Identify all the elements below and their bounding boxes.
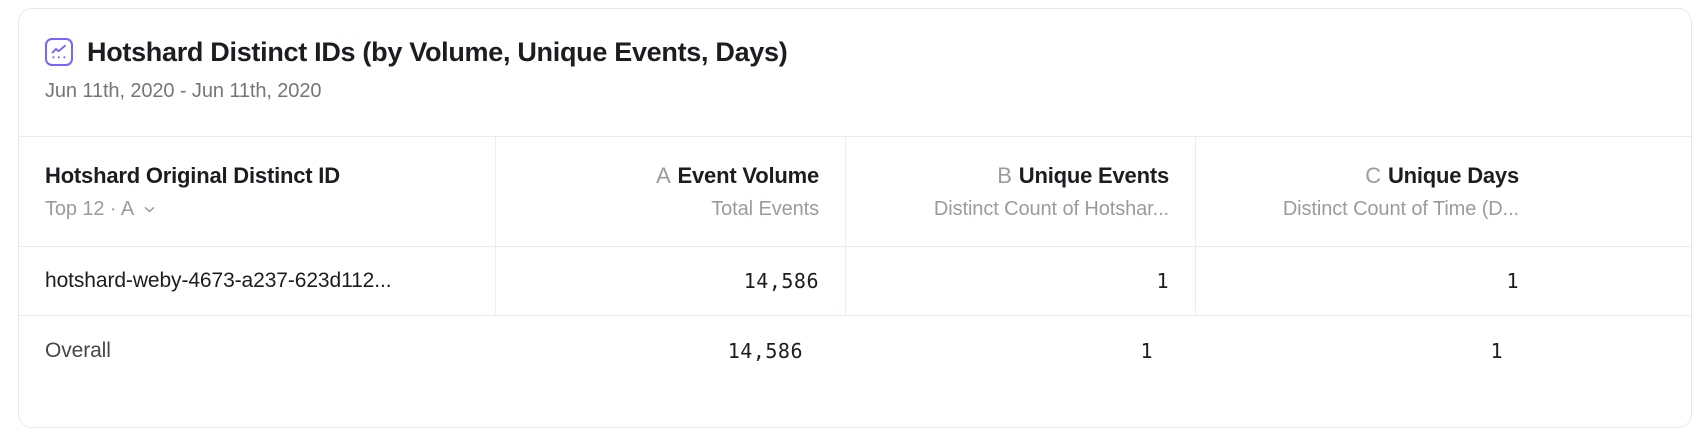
column-header-label: C Unique Days bbox=[1365, 163, 1519, 189]
overall-label: Overall bbox=[45, 339, 111, 362]
overall-unique-events-value: 1 bbox=[1140, 339, 1153, 363]
chevron-down-icon bbox=[144, 206, 155, 212]
date-range-label: Jun 11th, 2020 - Jun 11th, 2020 bbox=[45, 80, 322, 102]
cell-overall-label: Overall bbox=[19, 316, 495, 386]
cell-event-volume: 14,586 bbox=[495, 247, 845, 315]
cell-unique-days: 1 bbox=[1195, 247, 1545, 315]
title-row: Hotshard Distinct IDs (by Volume, Unique… bbox=[45, 35, 1691, 69]
column-header-label: Hotshard Original Distinct ID bbox=[45, 162, 340, 188]
table-row[interactable]: hotshard-weby-4673-a237-623d112... 14,58… bbox=[19, 247, 1691, 315]
column-header-dimension: Hotshard Original Distinct ID Top 12 · A bbox=[19, 137, 495, 246]
data-table: Hotshard Original Distinct ID Top 12 · A… bbox=[19, 136, 1691, 386]
distinct-id-value: hotshard-weby-4673-a237-623d112... bbox=[45, 269, 392, 292]
dimension-dropdown-label: Top 12 · A bbox=[45, 197, 135, 220]
table-top-divider bbox=[19, 136, 1691, 137]
table-header-row: Hotshard Original Distinct ID Top 12 · A… bbox=[19, 137, 1691, 246]
column-header-event-volume: A Event Volume Total Events bbox=[495, 137, 845, 246]
column-header-unique-events: B Unique Events Distinct Count of Hotshar… bbox=[845, 137, 1195, 246]
event-volume-value: 14,586 bbox=[743, 269, 819, 293]
cell-dimension: hotshard-weby-4673-a237-623d112... bbox=[19, 247, 495, 315]
column-letter: A bbox=[656, 162, 671, 188]
overall-unique-days-value: 1 bbox=[1490, 339, 1503, 363]
column-header-sublabel: Total Events bbox=[711, 197, 819, 220]
column-header-label: A Event Volume bbox=[656, 163, 819, 189]
table-row-divider bbox=[19, 315, 1691, 316]
cell-overall-event-volume: 14,586 bbox=[495, 316, 845, 386]
column-label-text: Unique Events bbox=[1018, 162, 1169, 188]
dimension-dropdown[interactable]: Top 12 · A bbox=[45, 198, 157, 221]
column-label-text: Unique Days bbox=[1387, 162, 1519, 188]
overall-event-volume-value: 14,586 bbox=[727, 339, 803, 363]
table-header-divider bbox=[19, 246, 1691, 247]
column-header-sublabel: Distinct Count of Time (D... bbox=[1282, 197, 1519, 220]
cell-overall-unique-days: 1 bbox=[1195, 316, 1545, 386]
column-header-sublabel: Distinct Count of Hotshar... bbox=[933, 197, 1169, 220]
card-header: Hotshard Distinct IDs (by Volume, Unique… bbox=[19, 9, 1691, 103]
column-letter: B bbox=[997, 162, 1012, 188]
table-overall-row: Overall 14,586 1 1 bbox=[19, 316, 1691, 386]
cell-overall-unique-events: 1 bbox=[845, 316, 1195, 386]
column-header-label: B Unique Events bbox=[997, 163, 1169, 189]
chart-card: Hotshard Distinct IDs (by Volume, Unique… bbox=[18, 8, 1692, 428]
column-label-text: Event Volume bbox=[677, 162, 820, 188]
line-chart-icon bbox=[45, 38, 73, 66]
cell-unique-events: 1 bbox=[845, 247, 1195, 315]
unique-days-value: 1 bbox=[1506, 269, 1519, 293]
unique-events-value: 1 bbox=[1156, 269, 1169, 293]
page-title: Hotshard Distinct IDs (by Volume, Unique… bbox=[87, 36, 788, 67]
column-letter: C bbox=[1365, 162, 1381, 188]
column-header-unique-days: C Unique Days Distinct Count of Time (D..… bbox=[1195, 137, 1545, 246]
